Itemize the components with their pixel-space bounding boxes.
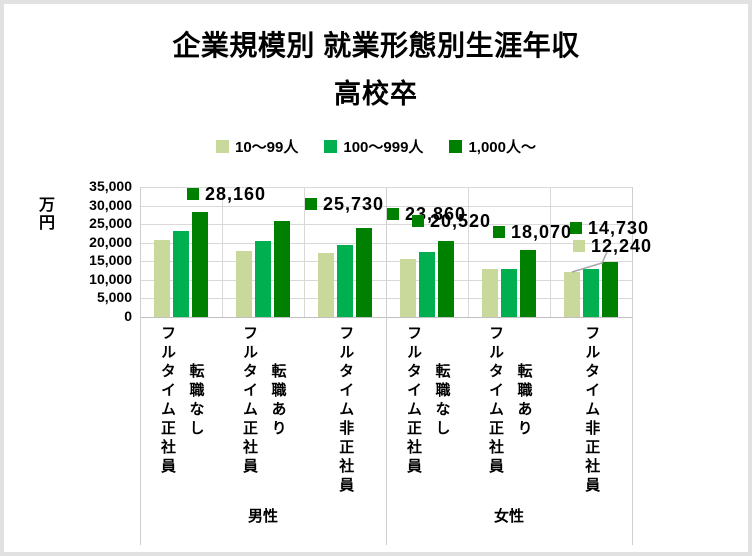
bar-s0-c3 bbox=[400, 259, 416, 317]
bar-s1-c1 bbox=[255, 241, 271, 317]
bar-s2-c4 bbox=[520, 249, 536, 317]
category-label-line: 転職あり bbox=[269, 363, 287, 439]
data-label: 25,730 bbox=[305, 193, 385, 214]
gridline-vertical bbox=[468, 187, 469, 317]
data-label-marker-icon bbox=[570, 222, 582, 234]
chart-title: 企業規模別 就業形態別生涯年収 bbox=[172, 30, 580, 61]
category-label: フルタイム非正社員 bbox=[550, 325, 632, 496]
legend-item: 100～999人 bbox=[324, 136, 423, 157]
data-label-marker-icon bbox=[493, 226, 505, 238]
legend: 10～99人 100～999人 1,000人～ bbox=[0, 136, 752, 157]
category-label: フルタイム正社員 転職あり bbox=[468, 325, 550, 477]
data-label-value: 20,520 bbox=[430, 210, 492, 231]
y-axis-tick-label: 25,000 bbox=[89, 215, 132, 231]
gridline-vertical bbox=[222, 187, 223, 317]
legend-item: 1,000人～ bbox=[449, 136, 536, 157]
data-label: 14,730 bbox=[570, 217, 650, 238]
data-label-marker-icon bbox=[305, 198, 317, 210]
chart-subtitle: 高校卒 bbox=[334, 79, 418, 109]
data-label-value: 18,070 bbox=[511, 221, 573, 242]
data-label-value: 14,730 bbox=[588, 217, 650, 238]
data-label-value: 25,730 bbox=[323, 193, 385, 214]
y-axis-tick-label: 30,000 bbox=[89, 197, 132, 213]
bar-s0-c4 bbox=[482, 269, 498, 317]
data-label: 28,160 bbox=[187, 183, 267, 204]
y-axis-tick-label: 20,000 bbox=[89, 234, 132, 250]
category-label-line: フルタイム正社員 bbox=[405, 325, 422, 477]
category-label-line: フルタイム非正社員 bbox=[337, 325, 355, 496]
bar-s1-c2 bbox=[337, 245, 353, 317]
legend-swatch-icon bbox=[449, 140, 463, 153]
legend-label: 10～99人 bbox=[235, 139, 299, 156]
gridline-vertical bbox=[550, 187, 551, 317]
data-label: 20,520 bbox=[412, 210, 492, 231]
y-axis-tick-label: 15,000 bbox=[89, 252, 132, 268]
bar-s1-c4 bbox=[501, 269, 517, 317]
category-label-line: 転職なし bbox=[187, 363, 205, 439]
data-label: 12,240 bbox=[573, 235, 653, 256]
bar-s1-c0 bbox=[173, 230, 189, 317]
bar-s0-c1 bbox=[236, 251, 252, 317]
y-axis-tick-label: 5,000 bbox=[96, 289, 132, 305]
axis-group-label-male: 男性 bbox=[247, 508, 278, 525]
legend-label: 100～999人 bbox=[343, 139, 424, 156]
axis-group-label-female: 女性 bbox=[493, 508, 524, 525]
legend-swatch-icon bbox=[216, 140, 229, 153]
category-label-line: フルタイム正社員 bbox=[159, 325, 176, 477]
axis-divider-line bbox=[632, 187, 633, 545]
bar-s0-c5 bbox=[564, 271, 580, 317]
axis-divider-line bbox=[386, 187, 387, 545]
category-label-line: フルタイム正社員 bbox=[487, 325, 504, 477]
bar-s1-c3 bbox=[419, 251, 435, 317]
data-label-marker-icon bbox=[387, 208, 399, 220]
category-label-line: 転職あり bbox=[515, 363, 533, 439]
data-label-value: 28,160 bbox=[205, 183, 267, 204]
category-label: フルタイム正社員 転職なし bbox=[140, 325, 222, 477]
bar-s2-c2 bbox=[356, 228, 372, 317]
bar-s1-c5 bbox=[583, 269, 599, 317]
legend-item: 10～99人 bbox=[216, 136, 298, 157]
bar-s2-c3 bbox=[438, 240, 454, 317]
legend-swatch-icon bbox=[324, 140, 338, 153]
bar-s0-c0 bbox=[154, 240, 170, 317]
gridline-vertical bbox=[304, 187, 305, 317]
data-label-value: 12,240 bbox=[591, 235, 653, 256]
y-axis-tick-label: 0 bbox=[124, 308, 132, 324]
data-label-marker-icon bbox=[573, 240, 585, 252]
category-label: フルタイム正社員 転職なし bbox=[386, 325, 468, 477]
data-label-marker-icon bbox=[187, 188, 199, 200]
y-axis-title: 万円 bbox=[36, 196, 53, 232]
category-label-line: 転職なし bbox=[433, 363, 451, 439]
data-label: 18,070 bbox=[493, 221, 573, 242]
axis-divider-line bbox=[140, 187, 141, 545]
bar-s0-c2 bbox=[318, 253, 334, 317]
category-label: フルタイム正社員 転職あり bbox=[222, 325, 304, 477]
y-axis-tick-label: 10,000 bbox=[89, 271, 132, 287]
y-axis-tick-label: 35,000 bbox=[89, 178, 132, 194]
category-label: フルタイム非正社員 bbox=[304, 325, 386, 496]
data-label-marker-icon bbox=[412, 215, 424, 227]
category-label-line: フルタイム非正社員 bbox=[583, 325, 601, 496]
bar-s2-c1 bbox=[274, 221, 290, 317]
bar-s2-c5 bbox=[602, 262, 618, 317]
category-label-line: フルタイム正社員 bbox=[241, 325, 258, 477]
bar-s2-c0 bbox=[192, 212, 208, 317]
legend-label: 1,000人～ bbox=[468, 139, 536, 156]
